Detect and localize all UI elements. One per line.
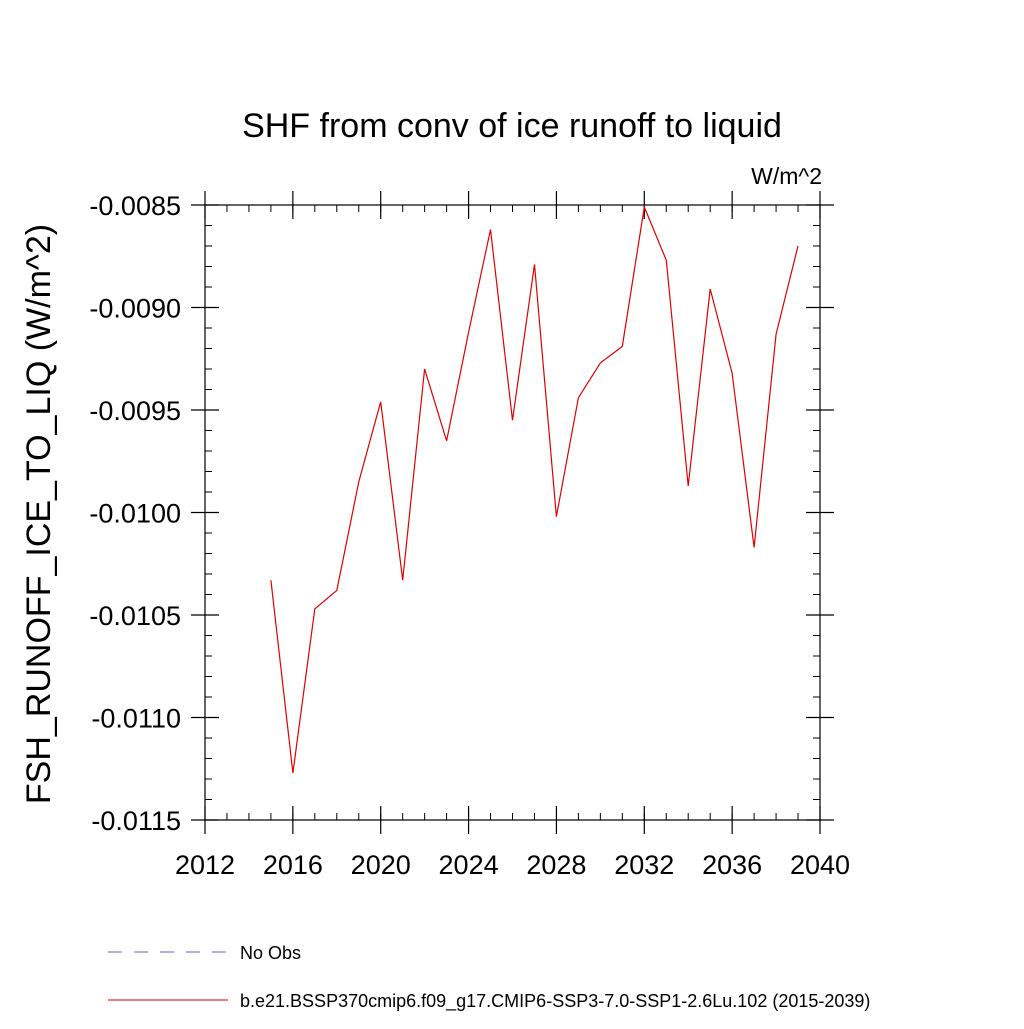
legend-label: b.e21.BSSP370cmip6.f09_g17.CMIP6-SSP3-7.… [240, 991, 870, 1012]
y-axis-ticks: -0.0085 -0.0090 -0.0095 -0.0100 -0.0105 -0.01… [89, 191, 834, 836]
x-tick-label: 2036 [702, 850, 762, 880]
chart-title: SHF from conv of ice runoff to liquid [242, 107, 782, 145]
x-tick-label: 2028 [526, 850, 586, 880]
y-tick-label: -0.0115 [91, 806, 181, 836]
plot-frame [204, 204, 821, 821]
y-tick-label: -0.0105 [89, 601, 181, 631]
y-tick-label: -0.0110 [91, 704, 181, 734]
series-layer [270, 204, 799, 773]
x-tick-label: 2012 [175, 850, 235, 880]
legend: No Obs b.e21.BSSP370cmip6.f09_g17.CMIP6-S… [108, 943, 870, 1012]
x-tick-label: 2032 [614, 850, 674, 880]
y-tick-label: -0.0100 [89, 499, 181, 529]
x-tick-label: 2040 [790, 850, 850, 880]
minor-ticks [204, 204, 821, 821]
units-label: W/m^2 [751, 163, 822, 189]
series-line [270, 204, 799, 773]
y-tick-label: -0.0085 [89, 191, 181, 221]
y-axis-label: FSH_RUNOFF_ICE_TO_LIQ (W/m^2) [20, 224, 58, 804]
x-tick-label: 2024 [439, 850, 499, 880]
x-tick-label: 2020 [351, 850, 411, 880]
y-tick-label: -0.0090 [89, 294, 181, 324]
x-tick-label: 2016 [263, 850, 323, 880]
x-axis-ticks: 2012 2016 2020 2024 2028 2032 2036 2040 [175, 191, 850, 880]
legend-label: No Obs [240, 943, 301, 963]
y-tick-label: -0.0095 [89, 396, 181, 426]
